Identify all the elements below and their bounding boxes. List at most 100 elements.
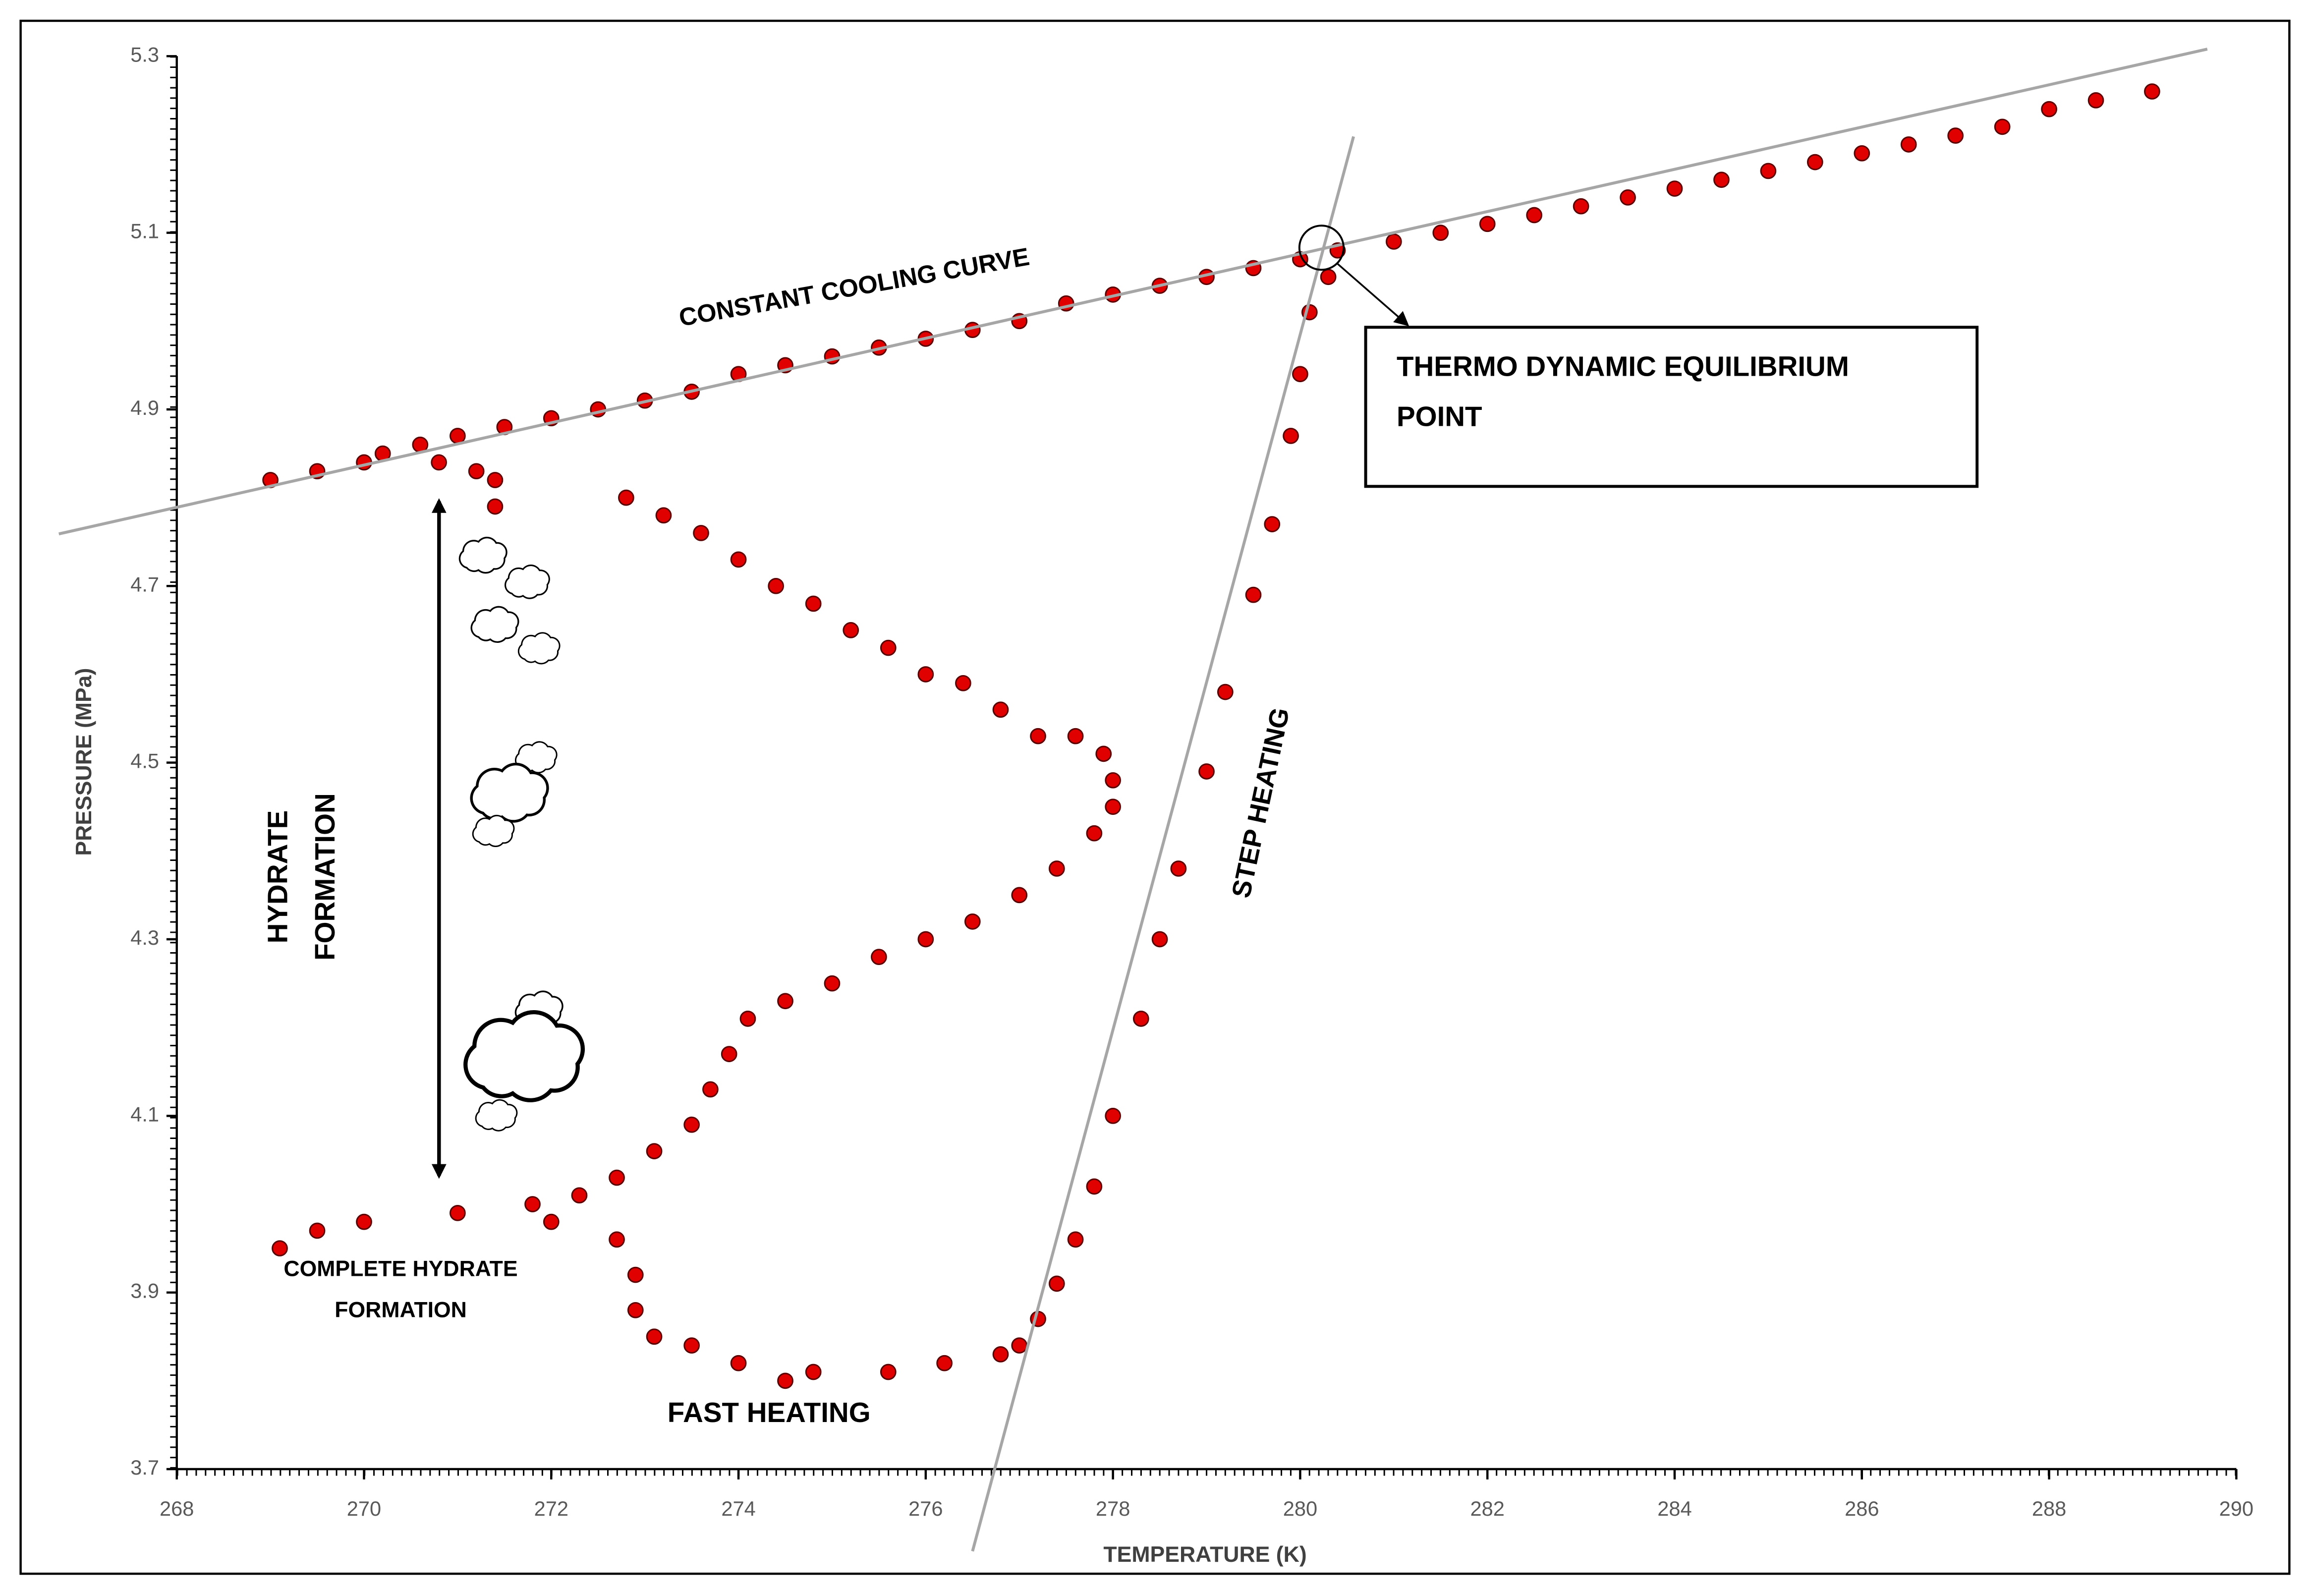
x-tick-label: 270 [347, 1497, 381, 1520]
data-point [1320, 269, 1337, 285]
data-point [1432, 225, 1449, 241]
annotation: STEP HEATING [1227, 705, 1296, 901]
annotation: COMPLETE HYDRATE [283, 1256, 517, 1281]
data-point [1385, 233, 1402, 250]
data-point [272, 1240, 288, 1256]
y-tick-label: 4.7 [130, 572, 159, 596]
data-point [655, 507, 672, 524]
data-point [992, 701, 1009, 718]
equilibrium-arrow [1337, 263, 1409, 327]
data-point [1048, 1275, 1065, 1292]
data-point [2041, 101, 2057, 117]
data-point [1011, 1337, 1028, 1354]
cloud [475, 1099, 518, 1132]
data-point [917, 931, 934, 948]
data-point [524, 1196, 541, 1212]
data-point [955, 675, 971, 691]
data-point [1666, 180, 1683, 197]
data-point [487, 472, 504, 488]
data-point [693, 525, 709, 541]
data-point [356, 1213, 372, 1230]
data-point [768, 577, 784, 594]
data-point [1854, 145, 1870, 162]
trend-line [971, 136, 1355, 1552]
axes: 3.7 3.9 4.1 4.3 4.5 4.7 4.9 5.1 5.3 268 270 272 274 2… [130, 43, 2254, 1520]
data-point [721, 1046, 737, 1062]
data-point [1067, 1231, 1084, 1248]
cloud [465, 1012, 583, 1100]
x-tick-label: 268 [160, 1497, 194, 1520]
cloud [517, 632, 561, 665]
annotation: THERMO DYNAMIC EQUILIBRIUM [1397, 350, 1849, 382]
data-point [450, 1204, 466, 1221]
data-point [609, 1231, 625, 1248]
data-point [1573, 198, 1589, 215]
y-tick-label: 4.9 [130, 396, 159, 419]
annotation: POINT [1397, 400, 1482, 432]
y-axis-title: PRESSURE (MPa) [72, 668, 96, 856]
y-tick-label: 3.9 [130, 1279, 159, 1303]
y-tick-label: 5.3 [130, 43, 159, 66]
y-tick-label: 4.3 [130, 926, 159, 949]
y-tick-label: 5.1 [130, 220, 159, 243]
trend-line [58, 48, 2208, 536]
data-point [1292, 366, 1308, 383]
data-point [1105, 1107, 1121, 1124]
data-point [627, 1302, 644, 1318]
data-point [618, 489, 634, 506]
annotation: FORMATION [309, 793, 340, 961]
data-point [1900, 136, 1917, 153]
data-point [702, 1081, 719, 1098]
data-point [450, 428, 466, 444]
data-point [1170, 860, 1187, 877]
cloud [470, 606, 519, 643]
data-point [730, 551, 747, 568]
data-point [1011, 887, 1028, 904]
data-point [824, 975, 841, 992]
data-point [777, 993, 793, 1010]
y-tick-label: 4.1 [130, 1102, 159, 1126]
data-point [777, 1372, 793, 1389]
data-point [1095, 745, 1112, 762]
data-point [571, 1187, 588, 1204]
data-point [627, 1266, 644, 1283]
x-tick-label: 274 [721, 1497, 755, 1520]
data-point [1105, 798, 1121, 815]
data-point [543, 1213, 560, 1230]
annotation: HYDRATE [262, 810, 293, 944]
data-point [936, 1355, 953, 1371]
data-point [1086, 1178, 1103, 1195]
data-point [1760, 163, 1777, 179]
x-tick-label: 288 [2032, 1497, 2066, 1520]
data-point [805, 595, 822, 612]
data-point [1526, 207, 1543, 224]
data-point [1620, 189, 1636, 206]
cloud [458, 536, 507, 574]
cloud [505, 565, 550, 599]
y-tick-label: 3.7 [130, 1456, 159, 1479]
data-point [1086, 825, 1103, 842]
data-point [2087, 92, 2104, 109]
data-point [1151, 931, 1168, 948]
y-tick-label: 4.5 [130, 749, 159, 773]
x-tick-label: 290 [2219, 1497, 2254, 1520]
annotation: FAST HEATING [668, 1397, 871, 1428]
data-point [1713, 171, 1730, 188]
equilibrium-circle [1298, 225, 1345, 271]
data-point [487, 498, 504, 515]
data-point [646, 1143, 663, 1159]
data-point [1947, 127, 1964, 144]
data-point [1030, 728, 1046, 744]
data-point [1132, 1010, 1149, 1027]
annotation: FORMATION [335, 1298, 467, 1322]
clouds [458, 536, 583, 1132]
x-tick-label: 286 [1845, 1497, 1879, 1520]
data-point [683, 1337, 700, 1354]
data-point [992, 1346, 1009, 1363]
data-point [1264, 516, 1281, 532]
data-point [843, 622, 859, 638]
x-tick-label: 282 [1470, 1497, 1505, 1520]
data-point [683, 1116, 700, 1133]
x-tick-label: 284 [1657, 1497, 1691, 1520]
